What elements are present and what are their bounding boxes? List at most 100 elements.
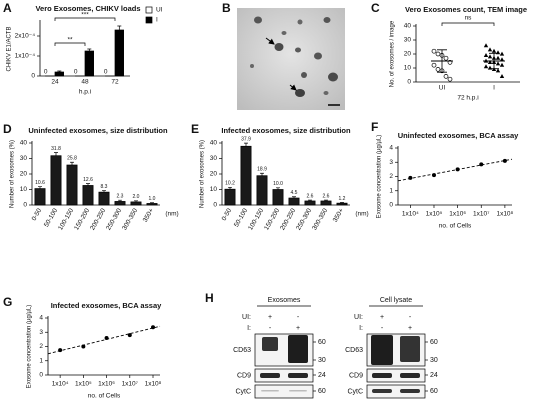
condition-label: UI: [242, 314, 251, 321]
point [431, 62, 437, 68]
error-bar [228, 186, 232, 190]
y-axis-label: CHIKV E1/ACTB [7, 26, 13, 71]
x-tick-label: 24 [51, 79, 59, 86]
y-tick-label: 10 [210, 186, 218, 193]
blot-band [400, 336, 420, 362]
chart-title: Vero Exosomes, CHIKV loads [35, 4, 140, 13]
blot-frame [366, 368, 426, 383]
bar [84, 50, 94, 77]
blot-frame [366, 384, 426, 399]
x-tick-label: 1x10⁷ [473, 211, 490, 218]
point [435, 51, 441, 57]
significance-label: ** [67, 37, 73, 44]
error-bar [134, 200, 138, 202]
x-tick-label: 1x10⁴ [402, 211, 419, 218]
x-tick-label: 300-350 [121, 207, 139, 231]
bar [272, 189, 284, 206]
point [431, 173, 436, 178]
blot-title: Cell lysate [380, 297, 412, 304]
value-label: 12.6 [83, 177, 93, 183]
error-bar [70, 161, 74, 166]
y-tick-label: 0 [389, 202, 393, 209]
x-tick-label: 48 [81, 79, 89, 86]
y-tick-label: 20 [404, 51, 412, 58]
error-bar [292, 196, 296, 199]
error-bar [117, 25, 122, 30]
panel-label: B [222, 1, 231, 15]
point [483, 43, 489, 48]
value-label: 10.6 [35, 180, 45, 186]
marker-label: 24 [430, 372, 438, 379]
value-label: 18.9 [257, 167, 267, 173]
point [435, 67, 441, 72]
bar [114, 29, 124, 77]
protein-label: CD63 [233, 347, 251, 354]
value-label: 4.5 [291, 190, 298, 196]
blot-band [400, 373, 420, 378]
lane-sign: - [297, 314, 300, 321]
legend-swatch [145, 6, 153, 14]
point [408, 175, 413, 180]
significance-label: *** [81, 12, 89, 19]
value-label: 10.0 [273, 181, 283, 187]
blot-band [261, 390, 279, 392]
point [151, 325, 156, 330]
point [58, 348, 63, 353]
x-tick-label: 72 [111, 79, 119, 86]
lane-sign: - [381, 325, 384, 332]
chart-title: Uninfected exosomes, size distribution [28, 126, 168, 135]
marker-label: 30 [318, 357, 326, 364]
bar [320, 200, 332, 206]
point [483, 53, 489, 57]
blot-frame [254, 368, 314, 383]
error-bar [57, 70, 62, 72]
bar [304, 200, 316, 206]
point [455, 167, 460, 172]
chart-title: Vero Exosomes count, TEM image [405, 5, 527, 14]
x-tick-label: 1x10⁴ [52, 381, 69, 388]
x-axis-label: (nm) [355, 211, 368, 218]
value-label: 1.2 [339, 196, 346, 202]
y-tick-label: 0 [39, 372, 43, 379]
bar [50, 155, 62, 206]
condition-label: I: [247, 325, 251, 332]
error-bar [118, 199, 122, 202]
x-tick-label: I [493, 85, 495, 92]
y-tick-label: 0 [407, 79, 411, 86]
y-tick-label: 30 [210, 155, 218, 162]
blot-band [260, 373, 280, 378]
point [479, 162, 484, 167]
marker-label: 60 [318, 388, 326, 395]
blot-band [288, 335, 308, 363]
value-label: 0 [44, 69, 48, 76]
bar [130, 201, 142, 206]
y-tick-label: 0 [213, 202, 217, 209]
y-tick-label: 4 [39, 315, 43, 322]
y-tick-label: 40 [404, 23, 412, 30]
y-axis-label: Exosome concentration (µg/µL) [27, 305, 33, 389]
y-tick-label: 1 [39, 357, 43, 364]
blot-band [372, 389, 392, 393]
bar [288, 197, 300, 206]
lane-sign: - [269, 325, 272, 332]
x-tick-label: 0-50 [31, 207, 44, 222]
significance-bracket [54, 17, 116, 21]
micrograph [237, 8, 345, 110]
x-tick-label: 50-100 [233, 207, 249, 228]
y-axis-label: Exosome concentration (µg/µL) [377, 135, 383, 219]
blot-band [400, 389, 420, 393]
point [495, 61, 501, 66]
legend-label: I [156, 17, 158, 24]
x-tick-label: 50-100 [43, 207, 59, 228]
lane-sign: + [408, 325, 412, 332]
bar [256, 175, 268, 206]
lane-sign: - [409, 314, 412, 321]
error-bar [38, 186, 42, 189]
y-tick-label: 2x10⁻⁴ [15, 33, 36, 40]
y-tick-label: 0 [31, 73, 35, 80]
point [487, 60, 493, 64]
x-axis-label: no. of Cells [439, 223, 472, 230]
value-label: 8.3 [101, 184, 108, 190]
x-tick-label: 1x10⁶ [449, 211, 466, 218]
panel-label: C [371, 1, 380, 15]
